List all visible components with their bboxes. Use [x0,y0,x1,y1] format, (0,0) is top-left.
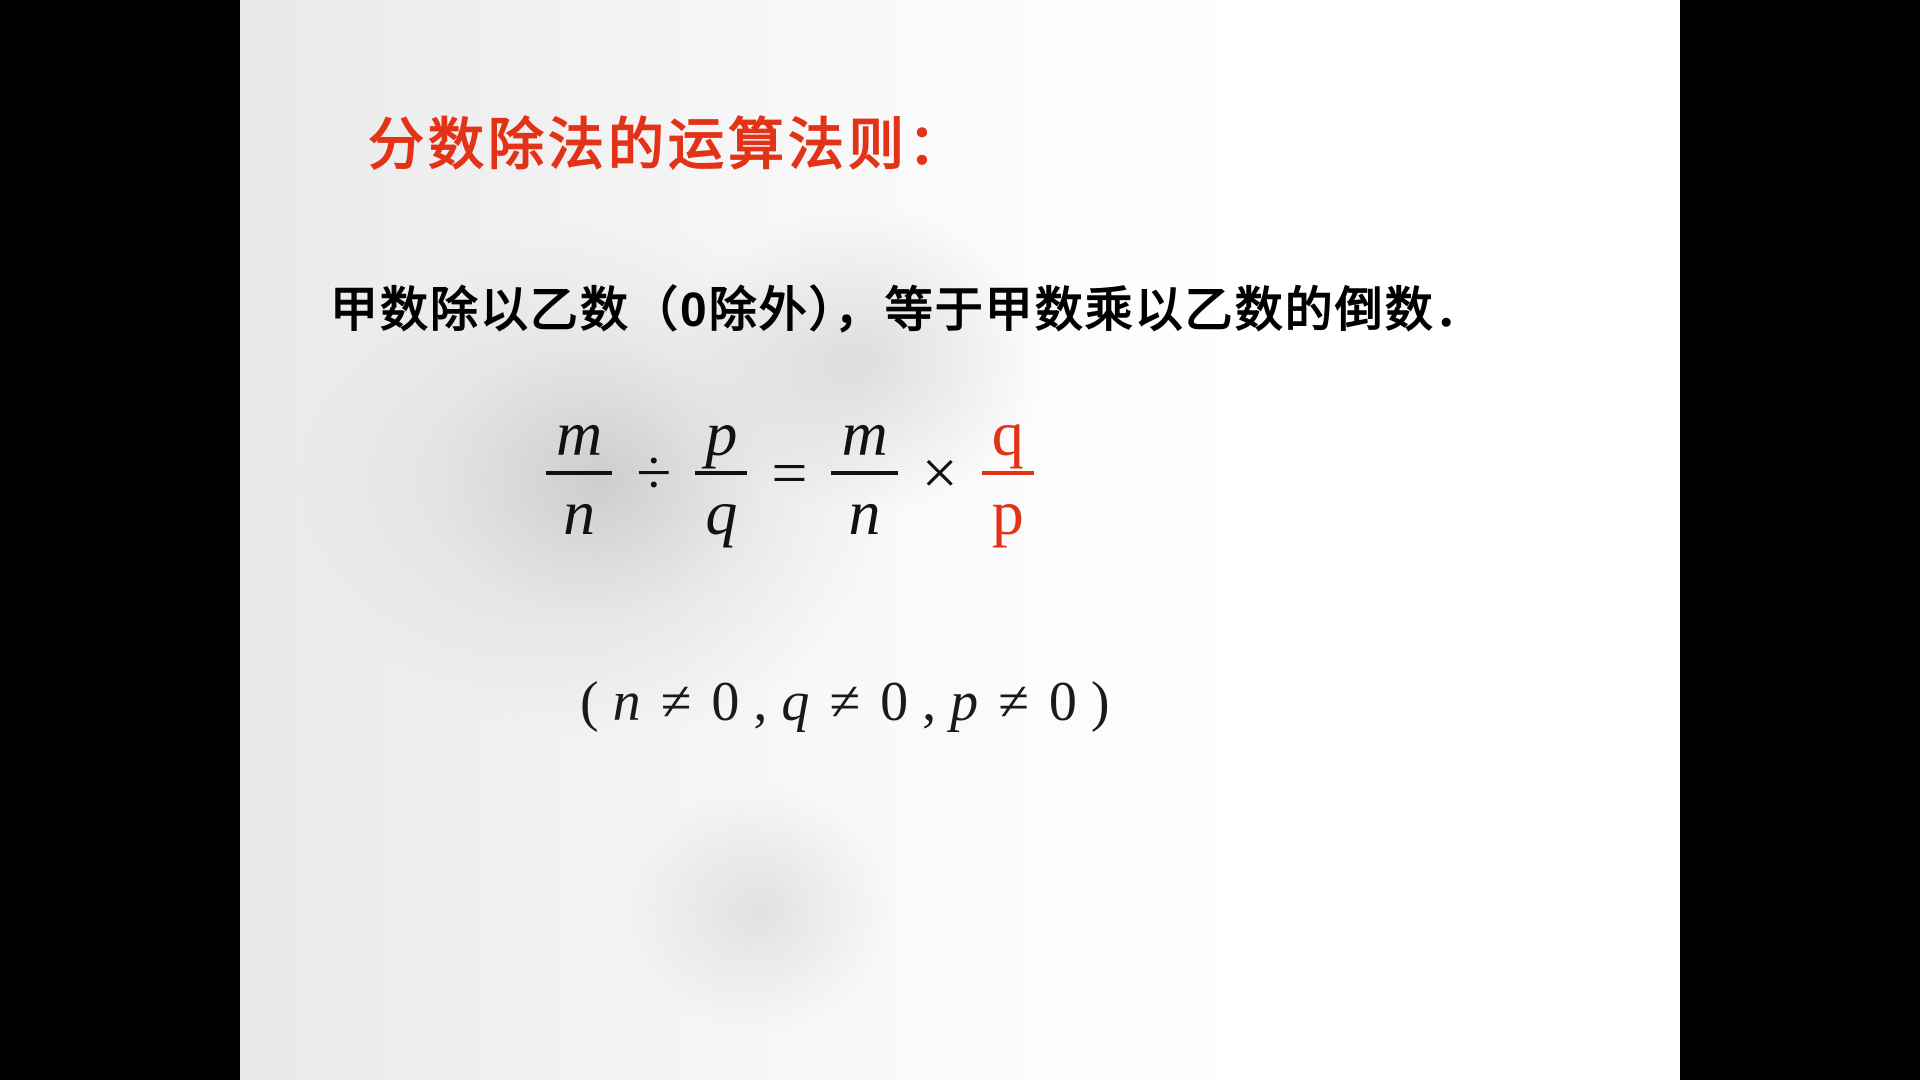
frac-m-over-n-left: m n [546,400,612,546]
conditions: ( n ≠ 0 , q ≠ 0 , p ≠ 0 ) [580,670,1110,734]
denominator: n [839,479,891,546]
fraction-bar [982,471,1034,475]
divide-operator: ÷ [636,436,671,510]
zero: 0 [880,671,908,733]
frac-q-over-p-highlight: q p [982,400,1034,546]
open-paren: ( [580,671,599,733]
rule-description: 甲数除以乙数（0除外），等于甲数乘以乙数的倒数． [330,270,1485,340]
numerator: p [695,400,747,467]
numerator: m [831,400,897,467]
cond-var: q [781,671,809,733]
fraction-bar [546,471,612,475]
sep: , [922,671,950,733]
neq: ≠ [829,671,860,733]
close-paren: ) [1091,671,1110,733]
denominator: q [695,479,747,546]
slide-canvas: 分数除法的运算法则： 甲数除以乙数（0除外），等于甲数乘以乙数的倒数． m n … [240,0,1680,1080]
letterbox-background: 分数除法的运算法则： 甲数除以乙数（0除外），等于甲数乘以乙数的倒数． m n … [0,0,1920,1080]
denominator: n [553,479,605,546]
frac-m-over-n-right: m n [831,400,897,546]
sep: , [753,671,781,733]
equals-operator: = [771,436,807,510]
neq: ≠ [661,671,692,733]
numerator: m [546,400,612,467]
zero: 0 [711,671,739,733]
cond-var: p [950,671,978,733]
multiply-operator: × [922,436,958,510]
slide-title: 分数除法的运算法则： [368,100,968,181]
denominator: p [982,479,1034,546]
frac-p-over-q: p q [695,400,747,546]
zero: 0 [1049,671,1077,733]
division-formula: m n ÷ p q = m n × q p [540,400,1040,546]
cond-var: n [613,671,641,733]
numerator: q [982,400,1034,467]
neq: ≠ [998,671,1029,733]
fraction-bar [695,471,747,475]
fraction-bar [831,471,897,475]
